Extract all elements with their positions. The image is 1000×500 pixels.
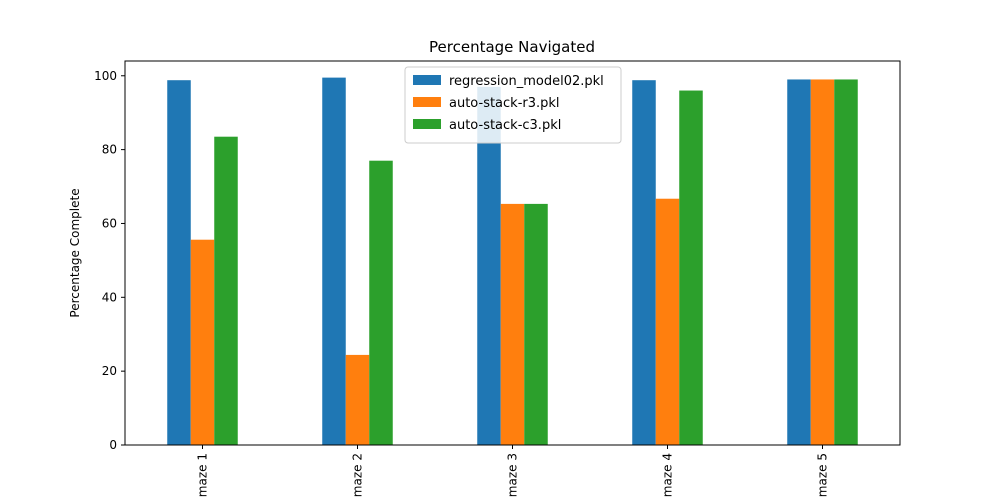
legend-label-3: auto-stack-c3.pkl <box>449 118 561 133</box>
bar-1-5 <box>787 79 811 445</box>
bars-group <box>167 77 858 446</box>
x-tick-label: maze 1 <box>196 453 210 497</box>
legend-swatch-1 <box>413 75 441 85</box>
y-axis-label: Percentage Complete <box>68 188 82 317</box>
y-tick-label: 100 <box>94 69 117 83</box>
legend-label-1: regression_model02.pkl <box>449 74 604 89</box>
bar-2-1 <box>190 239 215 445</box>
bar-1-2 <box>322 77 346 445</box>
legend-label-2: auto-stack-r3.pkl <box>449 96 560 111</box>
y-axis: 0 20 40 60 80 100 <box>94 69 125 452</box>
chart-title: Percentage Navigated <box>429 38 595 56</box>
bar-3-4 <box>679 90 703 446</box>
y-tick-label: 20 <box>102 364 117 378</box>
bar-2-3 <box>500 203 525 445</box>
bar-1-1 <box>167 80 191 445</box>
legend-swatch-3 <box>413 119 441 129</box>
plot-frame <box>124 60 901 446</box>
x-tick-label: maze 4 <box>661 453 675 497</box>
x-tick-label: maze 2 <box>351 453 365 497</box>
y-tick-label: 40 <box>102 290 117 304</box>
legend-swatch-2 <box>413 97 441 107</box>
bar-3-3 <box>524 203 548 445</box>
x-tick-label: maze 5 <box>816 453 830 497</box>
bar-2-2 <box>345 354 370 445</box>
bar-1-3 <box>477 86 501 445</box>
bar-3-1 <box>214 136 238 445</box>
x-axis: maze 1 maze 2 maze 3 maze 4 maze 5 <box>196 445 830 497</box>
bar-2-4 <box>655 198 680 445</box>
legend-box <box>404 66 622 144</box>
legend: regression_model02.pkl auto-stack-r3.pkl a… <box>404 66 622 144</box>
x-tick-label: maze 3 <box>506 453 520 497</box>
bar-3-5 <box>834 79 858 445</box>
y-tick-label: 80 <box>102 143 117 157</box>
bar-2-5 <box>810 79 835 445</box>
bar-3-2 <box>369 160 393 445</box>
y-tick-label: 0 <box>109 438 117 452</box>
y-tick-label: 60 <box>102 216 117 230</box>
bar-1-4 <box>632 80 656 445</box>
